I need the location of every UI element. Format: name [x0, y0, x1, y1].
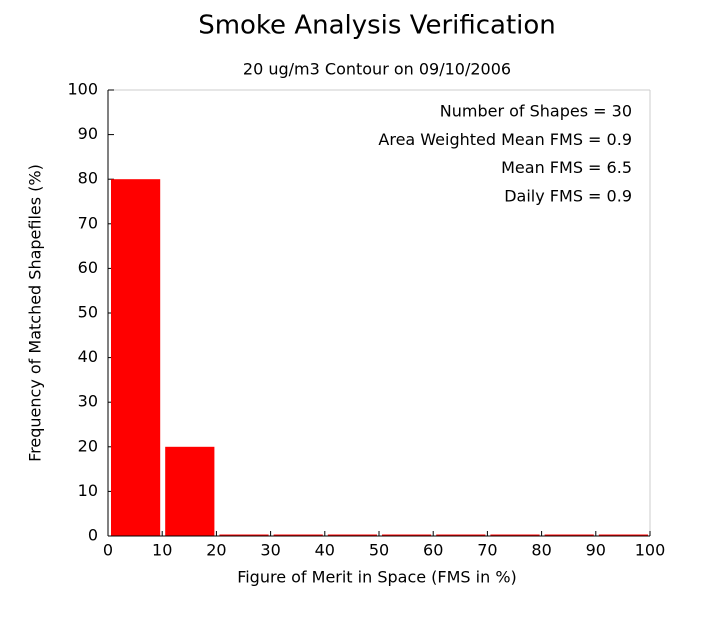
y-tick-label: 60	[78, 258, 98, 277]
bar	[219, 534, 269, 536]
x-tick-label: 70	[477, 541, 497, 560]
bar	[490, 534, 540, 536]
x-tick-label: 40	[315, 541, 335, 560]
y-tick-label: 70	[78, 213, 98, 232]
x-tick-label: 30	[260, 541, 280, 560]
y-tick-label: 10	[78, 481, 98, 500]
y-tick-label: 100	[67, 80, 98, 99]
bar	[111, 179, 161, 536]
bar	[382, 534, 432, 536]
bar	[598, 534, 648, 536]
y-tick-label: 0	[88, 526, 98, 545]
x-tick-label: 80	[531, 541, 551, 560]
annotation: Area Weighted Mean FMS = 0.9	[378, 130, 632, 149]
x-axis-label: Figure of Merit in Space (FMS in %)	[237, 568, 517, 587]
y-tick-label: 40	[78, 347, 98, 366]
bar	[544, 534, 594, 536]
x-tick-label: 20	[206, 541, 226, 560]
chart-subtitle: 20 ug/m3 Contour on 09/10/2006	[243, 60, 511, 79]
annotation: Number of Shapes = 30	[440, 102, 632, 121]
y-tick-label: 50	[78, 303, 98, 322]
bar	[436, 534, 486, 536]
x-tick-label: 10	[152, 541, 172, 560]
y-tick-label: 30	[78, 392, 98, 411]
bar	[327, 534, 377, 536]
bar	[165, 446, 215, 536]
annotation: Mean FMS = 6.5	[501, 158, 632, 177]
x-tick-label: 100	[635, 541, 666, 560]
y-axis-label: Frequency of Matched Shapefiles (%)	[26, 164, 45, 462]
y-tick-label: 80	[78, 169, 98, 188]
chart-title: Smoke Analysis Verification	[198, 11, 556, 41]
x-tick-label: 0	[103, 541, 113, 560]
x-tick-label: 90	[586, 541, 606, 560]
x-tick-label: 50	[369, 541, 389, 560]
x-tick-label: 60	[423, 541, 443, 560]
y-tick-label: 20	[78, 436, 98, 455]
y-tick-label: 90	[78, 124, 98, 143]
bar	[273, 534, 323, 536]
annotation: Daily FMS = 0.9	[504, 186, 632, 205]
